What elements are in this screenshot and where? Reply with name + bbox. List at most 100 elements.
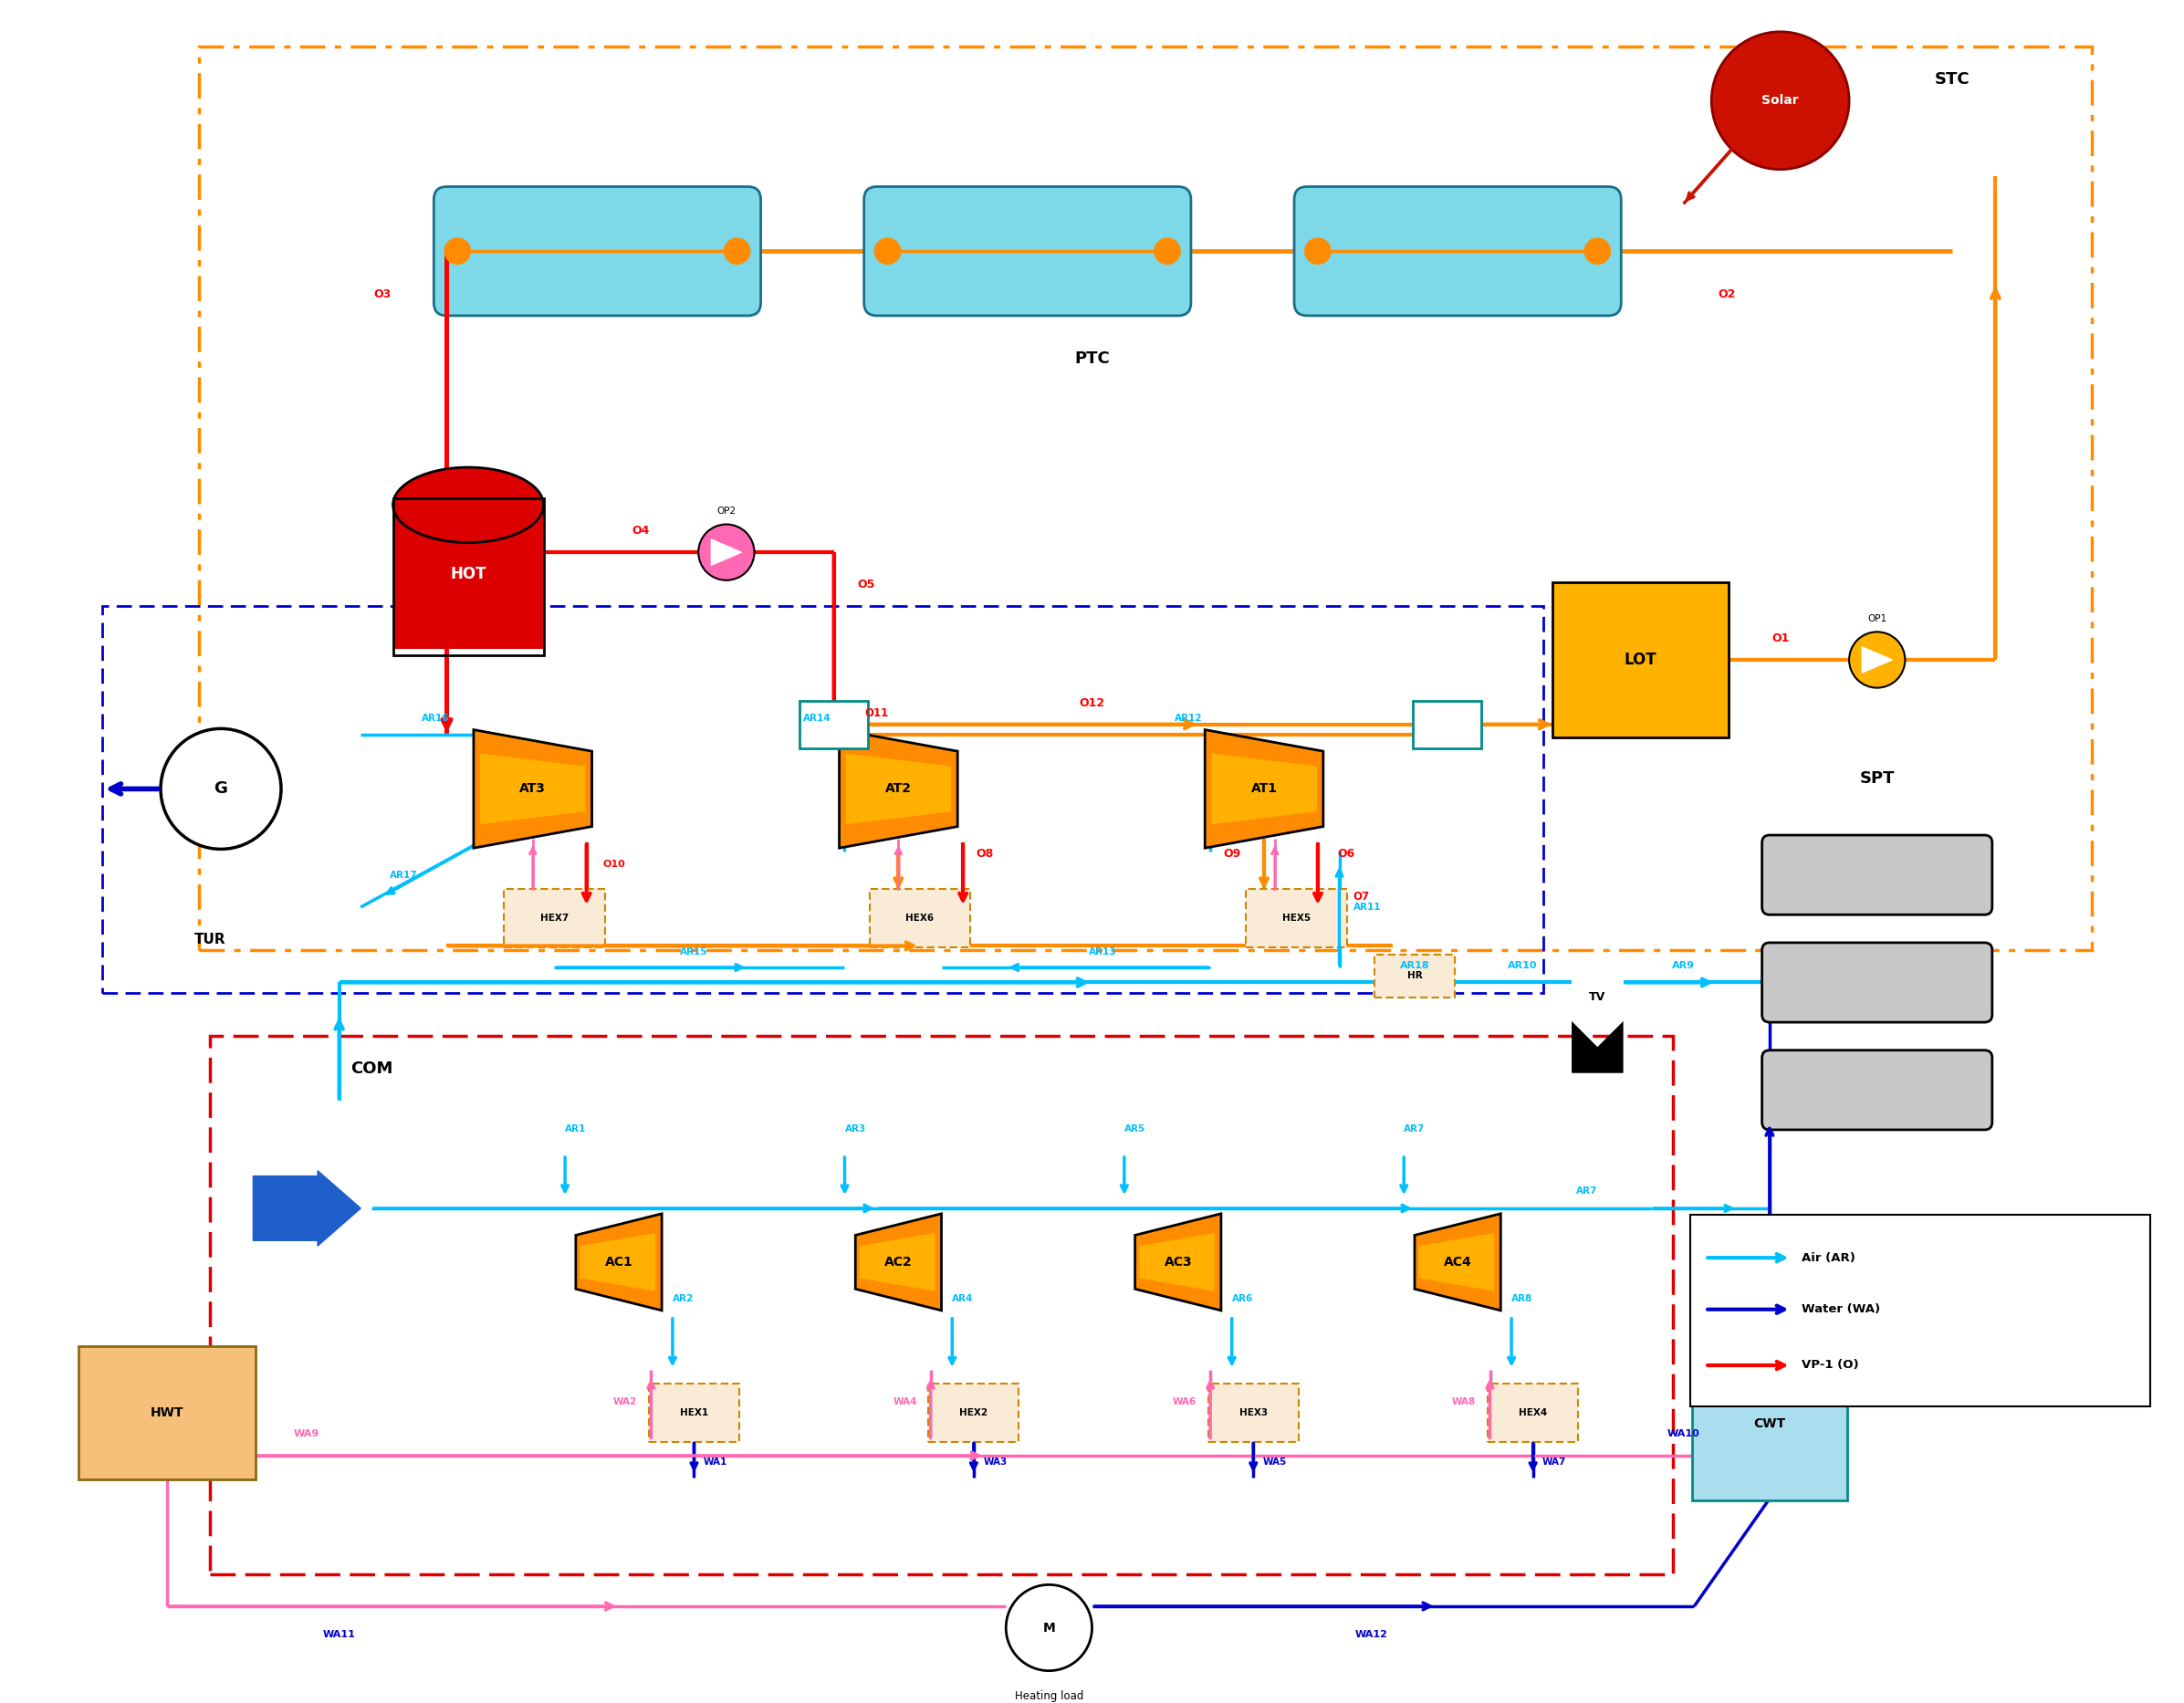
FancyBboxPatch shape — [1553, 582, 1730, 737]
Text: AR2: AR2 — [673, 1294, 695, 1303]
Text: LOT: LOT — [1625, 652, 1658, 668]
Text: HOT: HOT — [450, 565, 487, 582]
FancyBboxPatch shape — [1762, 943, 1992, 1022]
Polygon shape — [1572, 1022, 1623, 1073]
Text: OP1: OP1 — [1867, 615, 1887, 623]
Ellipse shape — [393, 467, 544, 543]
Circle shape — [1007, 1585, 1092, 1671]
Polygon shape — [1572, 1022, 1623, 1073]
Text: WA7: WA7 — [1542, 1458, 1566, 1466]
Text: Heating load: Heating load — [1016, 1691, 1083, 1703]
Circle shape — [446, 238, 470, 264]
Text: O12: O12 — [1079, 697, 1105, 708]
Text: WA3: WA3 — [983, 1458, 1007, 1466]
Text: O8: O8 — [976, 848, 994, 860]
Text: COM: COM — [349, 1061, 393, 1076]
Circle shape — [876, 238, 900, 264]
FancyBboxPatch shape — [1762, 1051, 1992, 1129]
FancyBboxPatch shape — [393, 509, 544, 649]
Text: HEX6: HEX6 — [906, 913, 935, 923]
Text: O7: O7 — [1352, 891, 1369, 903]
Text: HEX1: HEX1 — [679, 1408, 708, 1417]
Text: AR10: AR10 — [1507, 960, 1538, 969]
Circle shape — [1155, 238, 1179, 264]
Text: AC1: AC1 — [605, 1255, 633, 1269]
Polygon shape — [1212, 753, 1317, 824]
Polygon shape — [480, 753, 585, 824]
FancyBboxPatch shape — [1693, 1345, 1848, 1500]
Text: VP-1 (O): VP-1 (O) — [1802, 1359, 1859, 1371]
Text: AR15: AR15 — [679, 949, 708, 957]
Polygon shape — [860, 1233, 935, 1291]
Text: AR3: AR3 — [845, 1124, 867, 1132]
Polygon shape — [474, 729, 592, 848]
Polygon shape — [1206, 729, 1324, 848]
Text: WA1: WA1 — [703, 1458, 727, 1466]
Polygon shape — [581, 1233, 655, 1291]
Text: AC4: AC4 — [1444, 1255, 1472, 1269]
FancyBboxPatch shape — [649, 1383, 738, 1442]
Text: AR17: AR17 — [389, 870, 417, 879]
Text: HWT: HWT — [151, 1407, 183, 1419]
Circle shape — [1850, 632, 1904, 688]
Text: O4: O4 — [631, 525, 649, 536]
Text: TV: TV — [1590, 991, 1605, 1003]
Text: AR14: AR14 — [804, 714, 830, 722]
FancyBboxPatch shape — [1762, 834, 1992, 915]
FancyBboxPatch shape — [1487, 1383, 1579, 1442]
Text: O9: O9 — [1223, 848, 1241, 860]
Text: O2: O2 — [1717, 288, 1736, 300]
Text: AR16: AR16 — [422, 714, 450, 722]
Text: AR12: AR12 — [1175, 714, 1203, 722]
Text: AC3: AC3 — [1164, 1255, 1192, 1269]
Text: STC: STC — [1935, 72, 1970, 87]
FancyBboxPatch shape — [865, 187, 1190, 315]
Text: Water (WA): Water (WA) — [1802, 1303, 1880, 1315]
Text: G: G — [214, 780, 227, 797]
FancyBboxPatch shape — [1295, 187, 1621, 315]
FancyBboxPatch shape — [1245, 889, 1348, 947]
FancyBboxPatch shape — [1413, 700, 1481, 748]
Text: M: M — [1042, 1621, 1055, 1635]
Text: O11: O11 — [865, 708, 889, 720]
Text: Solar: Solar — [1762, 94, 1800, 107]
Text: HEX5: HEX5 — [1282, 913, 1310, 923]
FancyBboxPatch shape — [79, 1345, 256, 1480]
Text: AR4: AR4 — [952, 1294, 974, 1303]
Text: WA12: WA12 — [1356, 1630, 1389, 1638]
Text: WA5: WA5 — [1262, 1458, 1286, 1466]
Text: PTC: PTC — [1075, 351, 1109, 366]
Text: O1: O1 — [1771, 632, 1789, 644]
Text: WA11: WA11 — [323, 1630, 356, 1638]
Circle shape — [699, 525, 753, 581]
Text: WA10: WA10 — [1666, 1429, 1699, 1439]
FancyBboxPatch shape — [1376, 954, 1455, 998]
Text: WA8: WA8 — [1452, 1398, 1476, 1407]
Text: AR6: AR6 — [1232, 1294, 1254, 1303]
Text: AR8: AR8 — [1511, 1294, 1533, 1303]
Text: HEX7: HEX7 — [539, 913, 568, 923]
Text: AT1: AT1 — [1251, 782, 1278, 795]
Text: WA2: WA2 — [614, 1398, 638, 1407]
Text: WA4: WA4 — [893, 1398, 917, 1407]
FancyArrow shape — [253, 1170, 360, 1247]
FancyBboxPatch shape — [505, 889, 605, 947]
Text: WA9: WA9 — [295, 1429, 319, 1439]
Text: O3: O3 — [373, 288, 391, 300]
Polygon shape — [577, 1214, 662, 1311]
Circle shape — [1306, 238, 1330, 264]
Polygon shape — [712, 540, 740, 565]
Text: AR9: AR9 — [1673, 960, 1695, 969]
Text: HEX2: HEX2 — [959, 1408, 987, 1417]
Text: WA6: WA6 — [1173, 1398, 1197, 1407]
Polygon shape — [856, 1214, 941, 1311]
Polygon shape — [1415, 1214, 1500, 1311]
Text: SPT: SPT — [1859, 770, 1896, 787]
Text: HR: HR — [1406, 971, 1422, 981]
Text: AC2: AC2 — [885, 1255, 913, 1269]
FancyBboxPatch shape — [1208, 1383, 1299, 1442]
Text: HEX4: HEX4 — [1518, 1408, 1546, 1417]
Text: HEX3: HEX3 — [1238, 1408, 1267, 1417]
Text: AR11: AR11 — [1354, 903, 1380, 911]
FancyBboxPatch shape — [799, 700, 869, 748]
